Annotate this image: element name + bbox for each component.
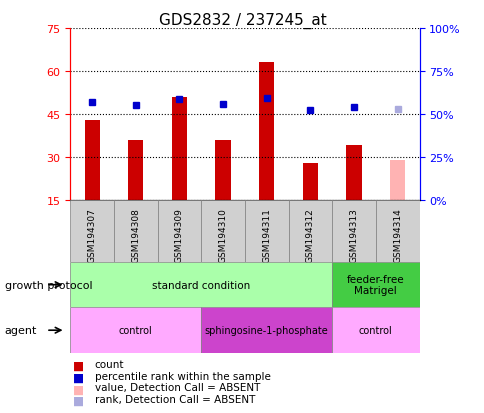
Bar: [201, 200, 244, 262]
Bar: [70, 200, 114, 262]
Text: standard condition: standard condition: [152, 280, 250, 290]
Bar: [114, 200, 157, 262]
Bar: [157, 200, 201, 262]
Bar: [128, 140, 143, 200]
Text: control: control: [119, 325, 152, 335]
Text: GSM194314: GSM194314: [393, 208, 401, 262]
Text: ■: ■: [73, 371, 84, 384]
Bar: [346, 146, 361, 200]
Bar: [389, 160, 405, 200]
Text: rank, Detection Call = ABSENT: rank, Detection Call = ABSENT: [94, 394, 255, 404]
Bar: [302, 163, 318, 200]
Text: ■: ■: [73, 382, 84, 395]
Bar: [70, 262, 332, 308]
Bar: [375, 200, 419, 262]
Text: growth protocol: growth protocol: [5, 280, 92, 290]
Text: GSM194308: GSM194308: [131, 208, 140, 263]
Bar: [215, 140, 230, 200]
Text: value, Detection Call = ABSENT: value, Detection Call = ABSENT: [94, 382, 259, 392]
Text: GSM194312: GSM194312: [305, 208, 314, 262]
Bar: [332, 308, 419, 353]
Bar: [171, 97, 187, 200]
Bar: [84, 120, 100, 200]
Bar: [288, 200, 332, 262]
Bar: [244, 200, 288, 262]
Text: ■: ■: [73, 394, 84, 407]
Bar: [70, 308, 201, 353]
Text: GSM194311: GSM194311: [262, 208, 271, 263]
Text: ■: ■: [73, 359, 84, 372]
Text: percentile rank within the sample: percentile rank within the sample: [94, 371, 270, 381]
Text: feeder-free
Matrigel: feeder-free Matrigel: [347, 274, 404, 296]
Text: GSM194313: GSM194313: [349, 208, 358, 263]
Text: control: control: [358, 325, 392, 335]
Bar: [258, 63, 274, 200]
Text: GSM194309: GSM194309: [175, 208, 183, 263]
Text: agent: agent: [5, 325, 37, 335]
Text: GSM194310: GSM194310: [218, 208, 227, 263]
Text: sphingosine-1-phosphate: sphingosine-1-phosphate: [204, 325, 328, 335]
Text: count: count: [94, 359, 124, 369]
Bar: [332, 262, 419, 308]
Text: GSM194307: GSM194307: [88, 208, 96, 263]
Bar: [201, 308, 332, 353]
Bar: [332, 200, 375, 262]
Text: GDS2832 / 237245_at: GDS2832 / 237245_at: [158, 12, 326, 28]
